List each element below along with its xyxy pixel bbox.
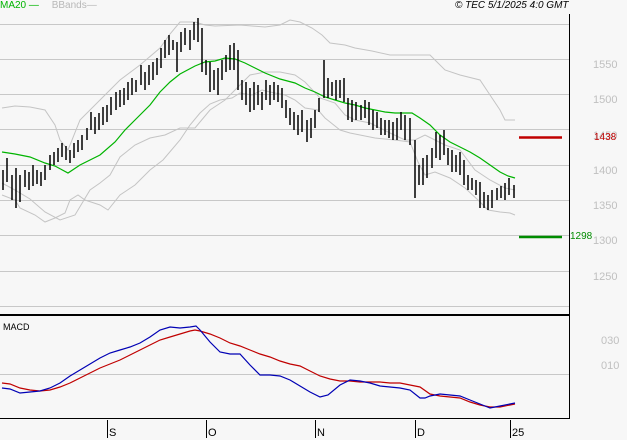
x-label-dec: D (417, 427, 425, 439)
price-tick-1450: 1450 (593, 130, 618, 142)
legend-bbands: BBands (51, 0, 87, 11)
x-label-nov: N (317, 427, 325, 439)
macd-signal-line (1, 329, 516, 408)
price-tick-1300: 1300 (593, 235, 618, 247)
x-label-2025: 25 (512, 427, 525, 439)
resistance-label: 1438 (594, 132, 617, 143)
price-tick-1550: 1550 (593, 59, 618, 71)
bollinger-bands (1, 19, 516, 223)
macd-title: MACD (3, 322, 30, 332)
price-tick-1500: 1500 (593, 94, 618, 106)
macd-line (1, 325, 516, 409)
ma20-line (1, 57, 516, 179)
copyright-timestamp: © TEC 5/1/2025 4:0 GMT (455, 0, 569, 11)
legend-ma20: MA20 (0, 0, 27, 11)
chart-legend: MA20 — BBands— (0, 0, 97, 12)
price-gridlines (0, 24, 569, 375)
price-tick-1250: 1250 (593, 271, 618, 283)
x-label-oct: O (208, 427, 217, 439)
x-label-sep: S (109, 427, 117, 439)
support-label: 1298 (570, 231, 593, 242)
ohlc-bars (2, 18, 515, 210)
x-axis-ticks (107, 420, 511, 438)
legend-bbands-swatch: — (86, 0, 97, 11)
price-tick-1350: 1350 (593, 200, 618, 212)
price-tick-1400: 1400 (593, 165, 618, 177)
macd-tick-030: 030 (601, 335, 620, 347)
macd-tick-010: 010 (601, 360, 620, 372)
legend-ma20-swatch: — (26, 0, 39, 11)
